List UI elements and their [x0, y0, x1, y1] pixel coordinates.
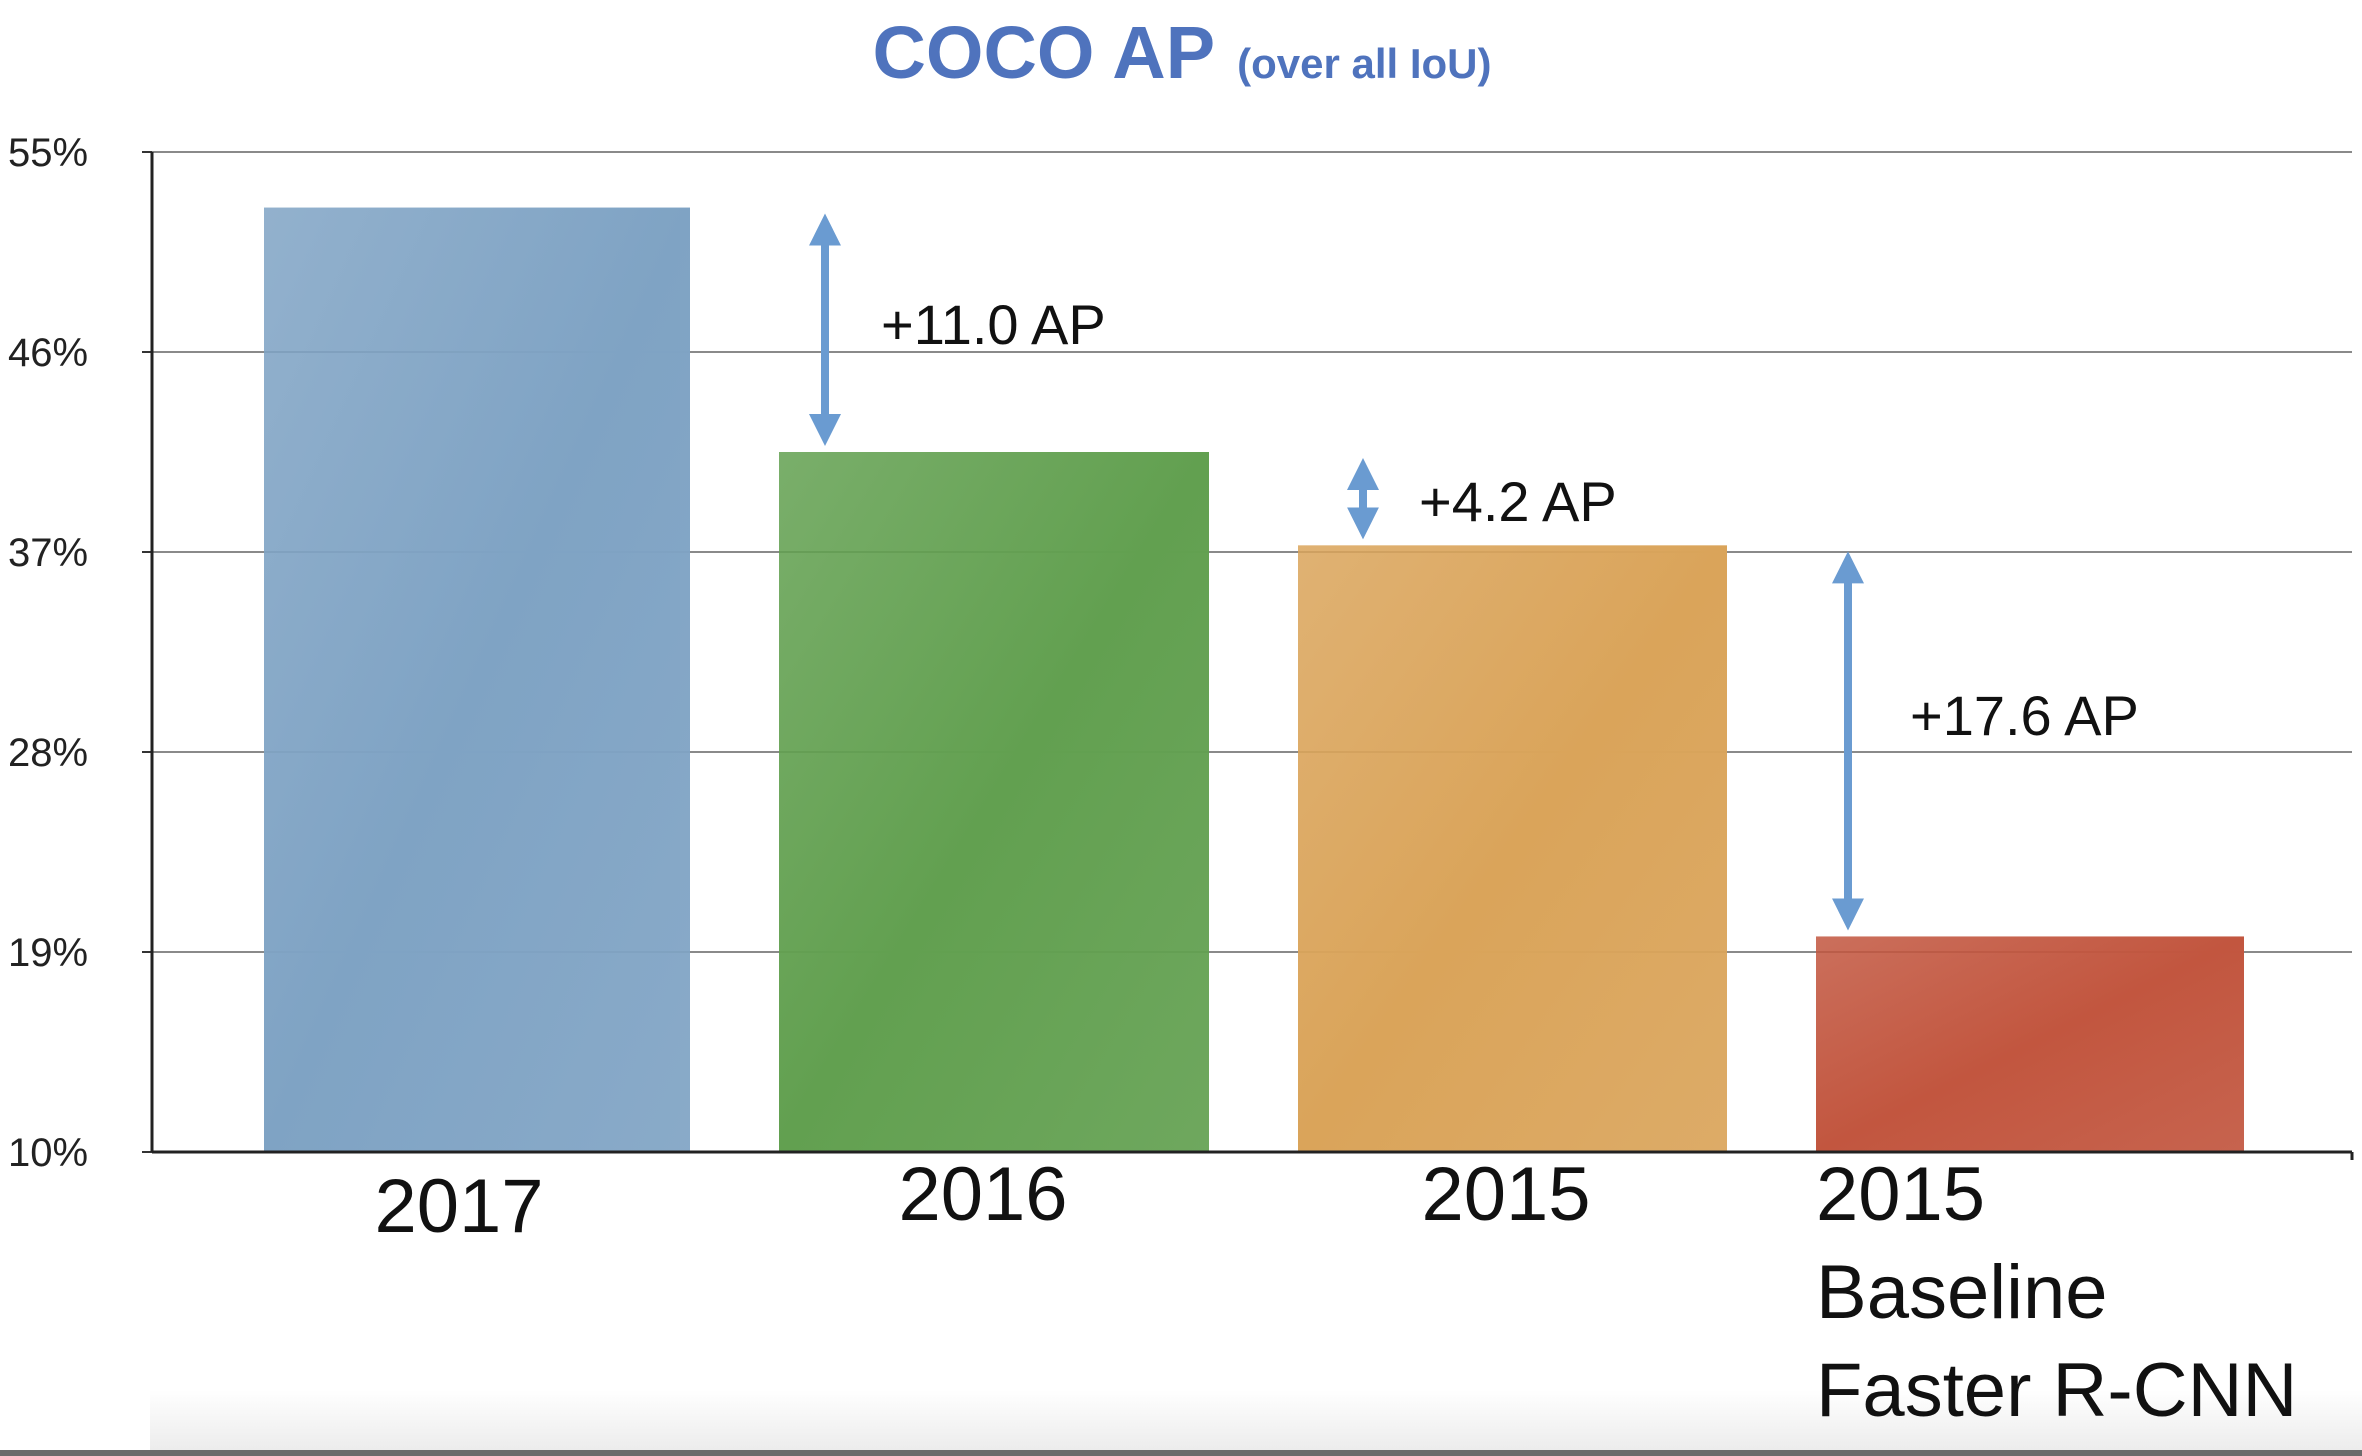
- chart-title-main: COCO AP: [872, 11, 1215, 94]
- bar-2015: [1298, 545, 1727, 1152]
- category-label: Faster R-CNN: [1816, 1348, 2297, 1433]
- category-label: 2016: [898, 1152, 1067, 1237]
- annotation-label: +17.6 AP: [1910, 684, 2139, 747]
- category-label: 2015: [1816, 1152, 1985, 1237]
- chart-subtitle: (over all IoU): [1237, 40, 1491, 87]
- bar-2015-baseline: [1816, 936, 2244, 1152]
- category-label: 2017: [374, 1164, 543, 1249]
- y-tick-label: 10%: [8, 1131, 88, 1175]
- chart-title: COCO AP (over all IoU): [872, 11, 1491, 94]
- y-tick-label: 55%: [8, 131, 88, 175]
- y-tick-label: 28%: [8, 731, 88, 775]
- category-label: Baseline: [1816, 1250, 2108, 1335]
- annotation-label: +11.0 AP: [881, 293, 1106, 356]
- bottom-shadow: [150, 1390, 2362, 1450]
- bar-2017: [264, 207, 690, 1153]
- bar-2016: [779, 452, 1209, 1152]
- y-tick-label: 19%: [8, 931, 88, 975]
- y-tick-label: 46%: [8, 331, 88, 375]
- bottom-border: [0, 1450, 2362, 1456]
- annotation-label: +4.2 AP: [1419, 470, 1617, 533]
- y-tick-label: 37%: [8, 531, 88, 575]
- category-label: 2015: [1421, 1152, 1590, 1237]
